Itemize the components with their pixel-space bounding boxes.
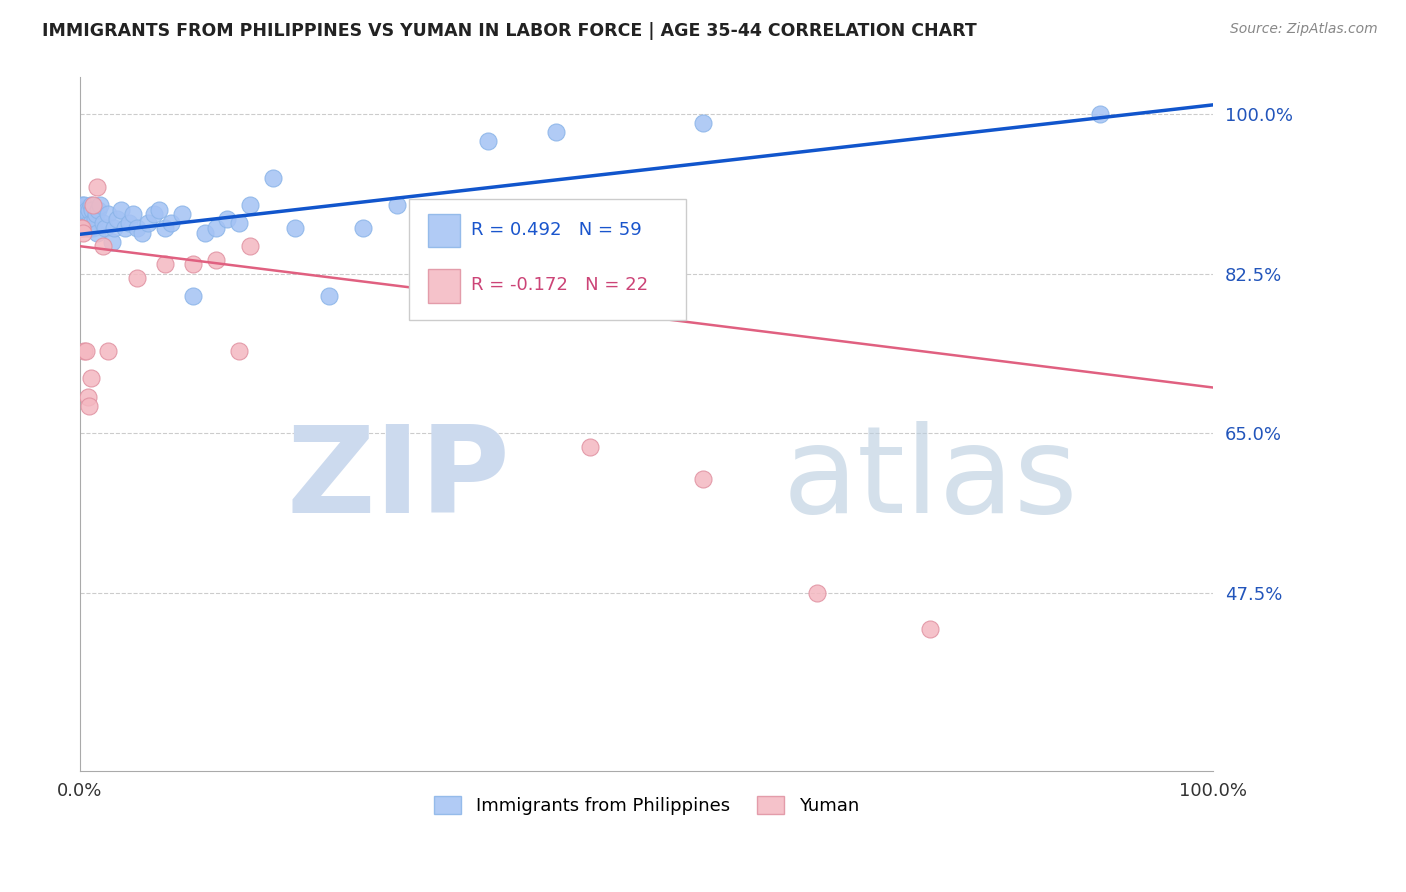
Point [70,216,93,230]
Point [84,207,107,221]
Legend: Immigrants from Philippines, Yuman: Immigrants from Philippines, Yuman [426,787,868,824]
Point [72,226,94,240]
FancyBboxPatch shape [427,269,460,302]
Point [544,125,567,139]
Point [352,221,374,235]
Point [75,221,97,235]
Point [105,211,128,226]
Point [75,344,97,359]
Point [77,399,100,413]
Point [70,198,93,212]
Point [80,371,103,385]
Point [76,207,98,221]
Text: R = -0.172   N = 22: R = -0.172 N = 22 [471,277,648,294]
Point [125,221,148,235]
Point [80,198,103,212]
Point [76,390,98,404]
Point [217,211,239,226]
Point [91,216,114,230]
Point [193,226,215,240]
Text: ZIP: ZIP [287,421,510,538]
Point [70,221,93,235]
Text: IMMIGRANTS FROM PHILIPPINES VS YUMAN IN LABOR FORCE | AGE 35-44 CORRELATION CHAR: IMMIGRANTS FROM PHILIPPINES VS YUMAN IN … [42,22,977,40]
Point [181,257,204,271]
Point [692,472,714,486]
Point [86,180,108,194]
Point [205,221,228,235]
Text: atlas: atlas [783,421,1078,538]
Text: R = 0.492   N = 59: R = 0.492 N = 59 [471,221,641,239]
Point [432,221,454,235]
Point [91,239,114,253]
Point [205,252,228,267]
Point [103,221,125,235]
Point [76,221,98,235]
Text: Source: ZipAtlas.com: Source: ZipAtlas.com [1230,22,1378,37]
Point [284,221,307,235]
Point [86,226,108,240]
Point [114,221,136,235]
Point [76,216,98,230]
Point [153,221,176,235]
Point [170,207,193,221]
Point [153,257,176,271]
Point [73,344,96,359]
Point [73,198,96,212]
Point [97,207,120,221]
Point [82,198,104,212]
Point [77,202,100,217]
Point [79,221,101,235]
Point [110,202,132,217]
Point [477,134,499,148]
Point [100,235,122,249]
Point [387,198,409,212]
Point [1088,107,1111,121]
Point [70,221,93,235]
Point [72,202,94,217]
Point [87,202,110,217]
Point [82,221,104,235]
Point [89,198,111,212]
Point [97,344,120,359]
Point [142,207,165,221]
Point [83,211,105,226]
Point [70,202,93,217]
Point [579,440,602,454]
Point [262,170,284,185]
FancyBboxPatch shape [427,214,460,247]
Point [80,216,103,230]
Point [73,211,96,226]
Point [228,344,250,359]
Point [239,239,262,253]
Point [117,216,139,230]
Point [76,202,98,217]
Point [122,207,145,221]
Point [918,622,941,636]
Point [77,216,100,230]
Point [692,116,714,130]
Point [806,586,828,600]
Point [94,221,117,235]
Point [136,216,159,230]
Point [75,207,97,221]
Point [318,289,340,303]
Point [239,198,262,212]
Point [159,216,181,230]
Point [228,216,250,230]
Point [82,202,104,217]
Point [131,226,153,240]
Point [148,202,170,217]
Point [72,221,94,235]
Point [125,271,148,285]
Point [181,289,204,303]
FancyBboxPatch shape [409,199,686,320]
